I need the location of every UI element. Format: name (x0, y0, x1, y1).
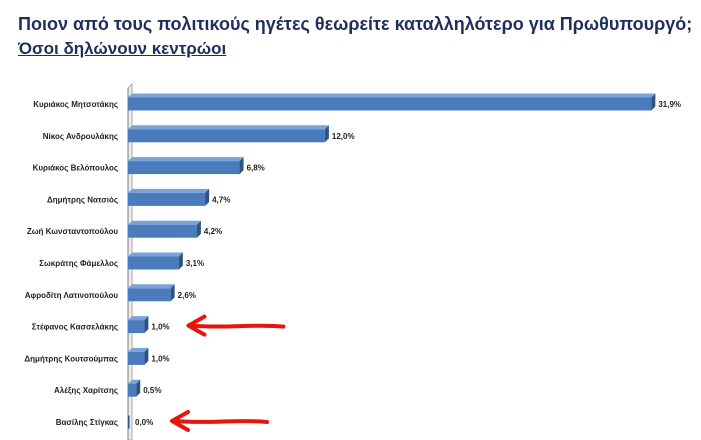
bar-side-face (178, 252, 183, 270)
category-label: Δημήτρης Νατσιός (47, 195, 118, 204)
bar-top-face (128, 188, 210, 193)
data-label: 3,1% (186, 259, 204, 268)
data-label: 0,0% (135, 418, 153, 427)
bar-top-face (128, 252, 183, 257)
category-label: Αλέξης Χαρίτσης (54, 386, 118, 395)
data-label: 6,8% (247, 164, 265, 173)
category-label: Σωκράτης Φάμελλος (39, 259, 118, 268)
bar (128, 129, 325, 143)
bar (128, 192, 206, 206)
chart-subtitle: Όσοι δηλώνουν κεντρώοι (18, 39, 227, 58)
bar-top-face (128, 157, 244, 162)
bar (128, 320, 145, 334)
bar (128, 288, 171, 302)
bar-side-face (239, 157, 244, 175)
data-label: 12,0% (332, 132, 355, 141)
bar-side-face (651, 93, 656, 111)
bar (128, 383, 137, 397)
bar (128, 415, 130, 429)
data-label: 4,7% (212, 195, 230, 204)
data-label: 1,0% (151, 354, 169, 363)
chart-title: Ποιον από τους πολιτικούς ηγέτες θεωρείτ… (18, 14, 693, 34)
bar-top-face (128, 284, 175, 289)
bar (128, 351, 145, 365)
category-label: Νίκος Ανδρουλάκης (43, 132, 118, 141)
category-label: Κυριάκος Βελόπουλος (33, 164, 118, 173)
bar-side-face (144, 347, 149, 365)
bar-top-face (128, 93, 656, 98)
bar-side-face (196, 220, 201, 238)
category-label: Κυριάκος Μητσοτάκης (33, 100, 118, 109)
data-label: 0,5% (143, 386, 161, 395)
category-label: Στέφανος Κασσελάκης (32, 323, 118, 332)
data-label: 31,9% (658, 100, 681, 109)
bar-top-face (128, 379, 141, 384)
bar-side-face (205, 188, 210, 206)
annotation-arrow (188, 323, 286, 329)
bar-side-face (324, 125, 329, 143)
category-label: Δημήτρης Κουτσούμπας (24, 354, 118, 363)
annotation-arrowhead (186, 314, 207, 337)
bar-side-face (170, 284, 175, 302)
category-label: Βασίλης Στίγκας (56, 418, 118, 427)
data-label: 2,6% (178, 291, 196, 300)
bar-top-face (128, 316, 149, 321)
bar-side-face (144, 316, 149, 334)
annotation-arrow (172, 419, 269, 424)
bar-top-face (128, 125, 329, 130)
bar-side-face (136, 379, 141, 397)
bar-top-face (128, 347, 149, 352)
data-label: 4,2% (204, 227, 222, 236)
category-label: Ζωή Κωνσταντοπούλου (27, 227, 118, 236)
bar-top-face (128, 220, 201, 225)
annotation-arrowhead (170, 410, 190, 432)
data-label: 1,0% (151, 323, 169, 332)
category-label: Αφροδίτη Λατινοπούλου (25, 291, 119, 300)
bar (128, 256, 179, 270)
bar (128, 97, 652, 111)
bar (128, 161, 240, 175)
bar (128, 224, 197, 238)
